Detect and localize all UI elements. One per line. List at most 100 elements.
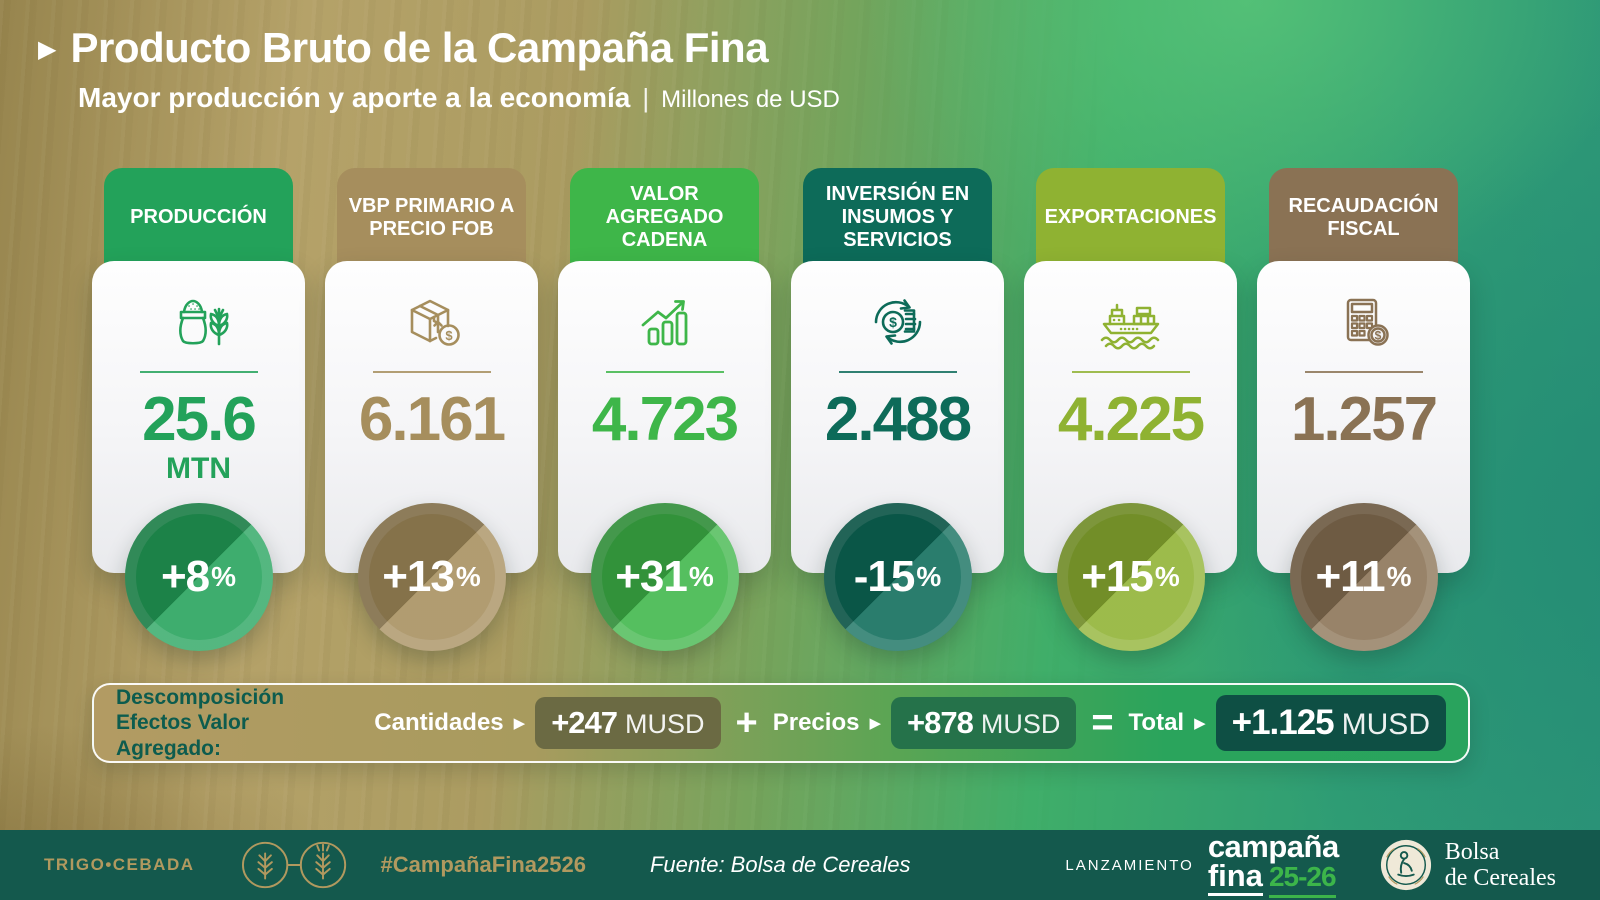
delta-percent-sign: % [916, 561, 942, 592]
hashtag-label: #CampañaFina2526 [380, 852, 586, 877]
decomp-item-precios: Precios ▶ +878 MUSD [773, 697, 1077, 749]
metric-card-exportaciones: EXPORTACIONES 4.225 [1024, 168, 1237, 651]
card-title: VALOR AGREGADO CADENA [605, 183, 724, 251]
subtitle-separator: | [642, 83, 650, 113]
metric-value: 25.6 [142, 385, 257, 454]
campaign-word-fina: fina [1207, 860, 1263, 896]
delta-badge: -15 % [823, 503, 972, 651]
org-name-line1: Bolsa [1444, 838, 1500, 865]
delta-badge: +8 % [124, 503, 273, 651]
metric-value: 4.723 [591, 385, 739, 454]
decomposition-bar: Descomposición Efectos Valor Agregado: C… [92, 683, 1470, 763]
delta-percent-sign: % [211, 561, 237, 592]
card-header: VBP PRIMARIO A PRECIO FOB [336, 168, 527, 267]
bolsa-de-cereales-brand: Bolsa de Cereales [1379, 838, 1556, 892]
crops-label: TRIGO•CEBADA [44, 855, 195, 874]
card-title: INVERSIÓN EN INSUMOS Y SERVICIOS [825, 183, 970, 251]
card-header: RECAUDACIÓN FISCAL [1268, 168, 1459, 267]
page-subtitle: Mayor producción y aporte a la economía [78, 82, 631, 113]
bar-chart-growth-icon [627, 283, 703, 361]
title-marker-icon: ▶ [38, 36, 57, 63]
plus-operator: + [735, 702, 758, 744]
metric-cards-row: PRODUCCIÓN 25.6 MTN [92, 168, 1470, 651]
delta-percent-sign: % [1386, 561, 1412, 592]
calculator-dollar-icon: $ [1326, 283, 1402, 361]
delta-value: +8 [160, 552, 210, 601]
bolsa-de-cereales-seal-icon [1380, 839, 1431, 891]
card-header: EXPORTACIONES [1035, 168, 1226, 267]
delta-percent-sign: % [1154, 561, 1180, 592]
delta-value: +13 [382, 552, 455, 601]
arrow-right-icon: ▶ [1194, 715, 1206, 732]
launch-label: LANZAMIENTO [1065, 856, 1194, 874]
card-title: VBP PRIMARIO A PRECIO FOB [348, 194, 515, 240]
campaign-word-campana: campaña [1207, 828, 1339, 864]
metric-value: 4.225 [1057, 385, 1205, 454]
pill-unit: MUSD [980, 709, 1061, 739]
metric-value: 1.257 [1290, 385, 1438, 454]
delta-value: +31 [615, 552, 688, 601]
pill-unit: MUSD [625, 709, 705, 739]
metric-card-valor-agregado: VALOR AGREGADO CADENA 4.723 +31 % [558, 168, 771, 651]
divider [1304, 371, 1423, 373]
decomp-name: Cantidades [374, 709, 504, 736]
metric-card-inversion: INVERSIÓN EN INSUMOS Y SERVICIOS $ 2.488 [791, 168, 1004, 651]
wheat-barley-badges-icon [237, 838, 355, 892]
source-label: Fuente: Bolsa de Cereales [649, 852, 911, 877]
pill-value: +247 [551, 705, 618, 740]
divider [605, 371, 724, 373]
page-title: Producto Bruto de la Campaña Fina [70, 24, 769, 71]
divider [838, 371, 957, 373]
subtitle-unit-note: Millones de USD [661, 86, 840, 113]
decomp-item-cantidades: Cantidades ▶ +247 MUSD [374, 697, 721, 749]
equals-operator: = [1091, 702, 1114, 744]
svg-text:$: $ [445, 328, 453, 343]
delta-badge: +11 % [1289, 503, 1438, 651]
decomposition-label: Descomposición Efectos Valor Agregado: [116, 686, 285, 760]
cargo-ship-icon [1090, 283, 1172, 361]
decomp-name: Total [1128, 709, 1185, 736]
divider [1071, 371, 1190, 373]
divider [372, 371, 491, 373]
metric-unit: MTN [166, 452, 231, 486]
org-name-line2: de Cereales [1444, 865, 1556, 891]
metric-card-produccion: PRODUCCIÓN 25.6 MTN [92, 168, 305, 651]
decomp-name: Precios [772, 709, 860, 736]
footer: TRIGO•CEBADA #CampañaFina2526 Fuente: Bo… [0, 830, 1600, 900]
decomp-pill: +878 MUSD [891, 697, 1077, 749]
card-header: INVERSIÓN EN INSUMOS Y SERVICIOS [802, 168, 993, 267]
divider [139, 371, 258, 373]
package-dollar-icon: $ [394, 283, 470, 361]
metric-value: 6.161 [358, 385, 506, 454]
campaign-season: 25-26 [1268, 863, 1337, 899]
card-title: PRODUCCIÓN [130, 206, 267, 228]
svg-text:$: $ [889, 314, 897, 330]
delta-value: +11 [1315, 552, 1385, 601]
metric-card-vbp-primario: VBP PRIMARIO A PRECIO FOB $ 6.161 + [325, 168, 538, 651]
campaign-fina-logo: campaña fina 25-26 [1207, 828, 1339, 899]
decomp-pill-total: +1.125 MUSD [1215, 695, 1446, 751]
card-title: EXPORTACIONES [1044, 206, 1217, 228]
delta-badge: +15 % [1056, 503, 1205, 651]
decomp-pill: +247 MUSD [535, 697, 721, 749]
card-header: PRODUCCIÓN [103, 168, 294, 267]
pill-value: +878 [907, 705, 974, 740]
arrow-right-icon: ▶ [513, 715, 526, 732]
page-header: ▶ Producto Bruto de la Campaña Fina Mayo… [38, 24, 840, 114]
card-header: VALOR AGREGADO CADENA [569, 168, 760, 267]
svg-text:$: $ [1374, 329, 1381, 343]
org-name: Bolsa de Cereales [1445, 839, 1556, 892]
card-title: RECAUDACIÓN FISCAL [1288, 194, 1439, 240]
delta-badge: +13 % [357, 503, 506, 651]
pill-unit: MUSD [1341, 708, 1430, 741]
pill-value: +1.125 [1231, 703, 1335, 742]
metric-card-recaudacion: RECAUDACIÓN FISCAL $ 1.257 [1257, 168, 1470, 651]
arrow-right-icon: ▶ [869, 715, 881, 732]
decomp-item-total: Total ▶ +1.125 MUSD [1129, 695, 1446, 751]
metric-value: 2.488 [824, 385, 972, 454]
delta-percent-sign: % [455, 561, 481, 592]
delta-percent-sign: % [688, 561, 714, 592]
grain-sack-icon [161, 283, 237, 361]
delta-value: +15 [1081, 552, 1154, 601]
coins-cycle-icon: $ [860, 283, 936, 361]
